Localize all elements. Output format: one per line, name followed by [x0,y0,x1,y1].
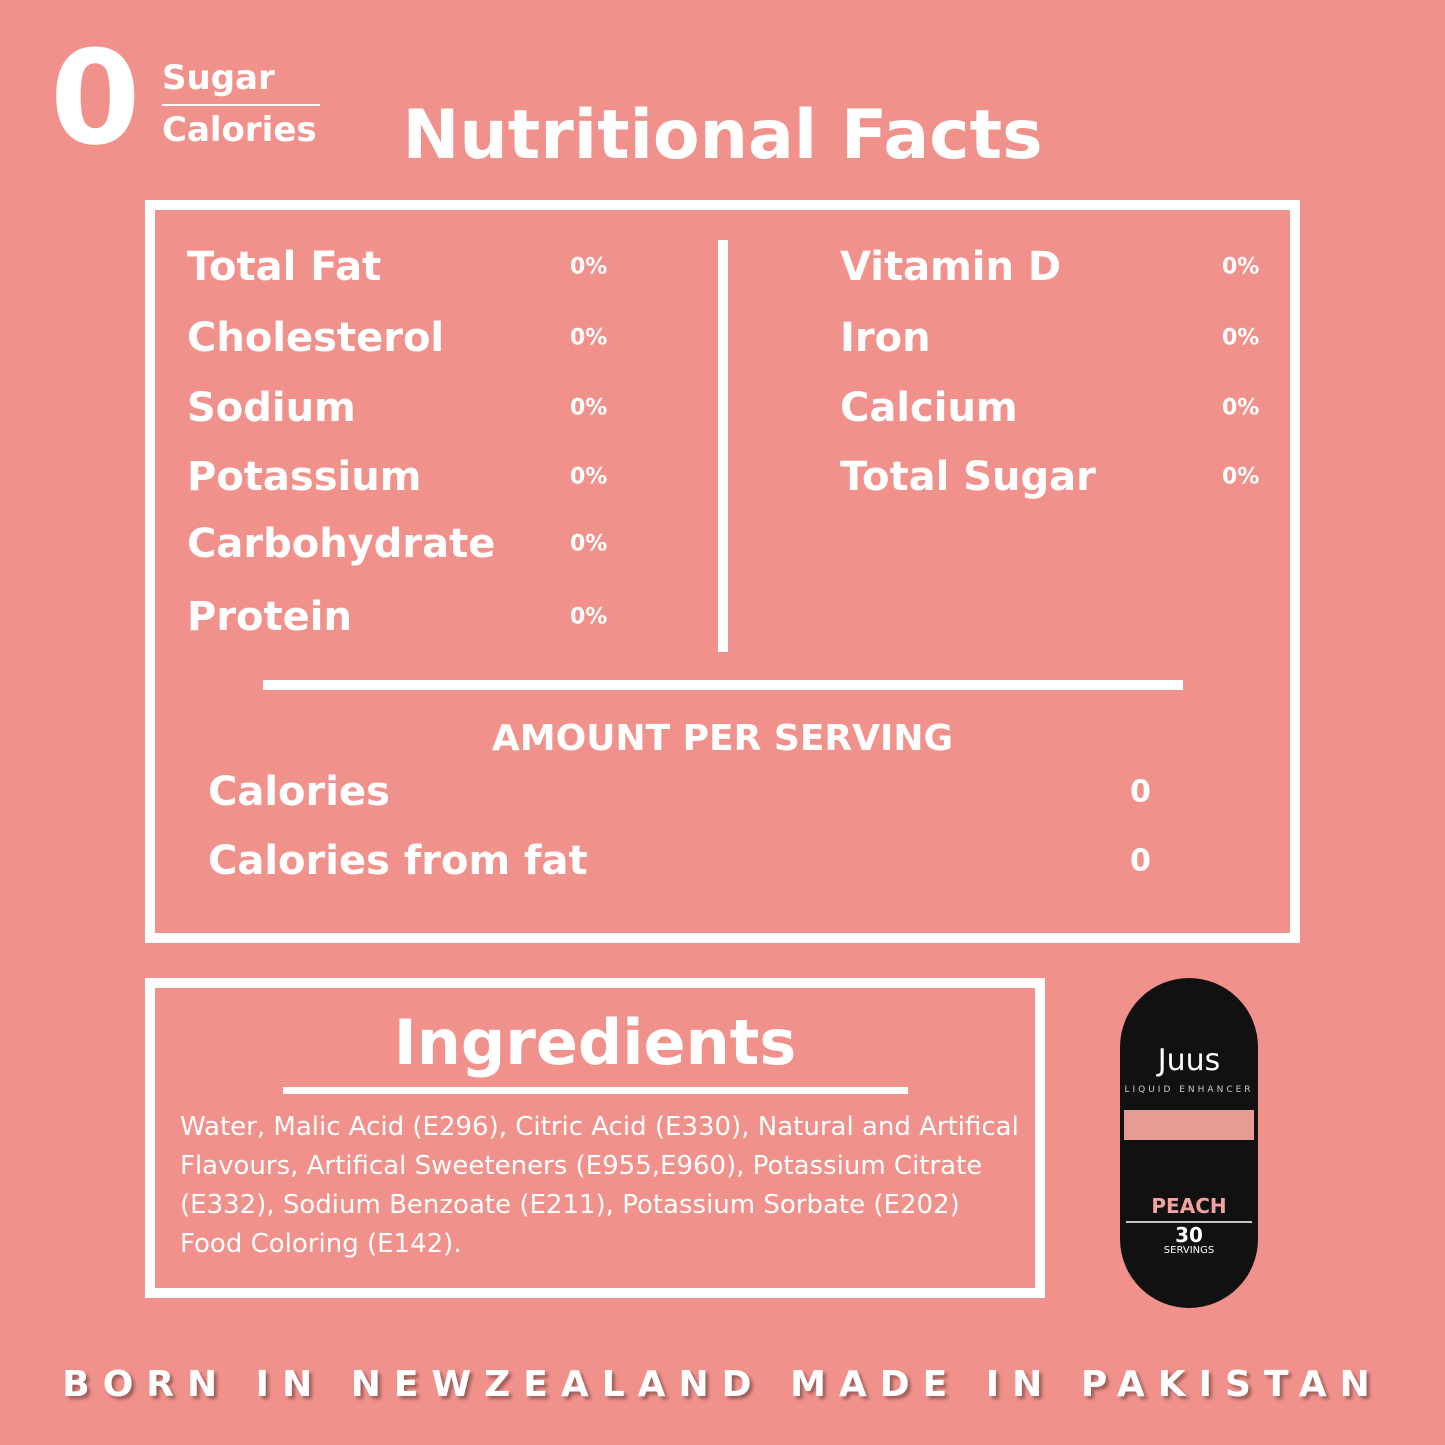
rule [263,680,1183,690]
serving-value: 0 [1130,843,1151,879]
fact-name: Calcium [840,385,1018,431]
flavor: PEACH [1151,1194,1226,1218]
serving-heading: AMOUNT PER SERVING [491,718,954,759]
fact-value: 0% [570,464,608,490]
fact-name: Protein [187,594,352,640]
brand: Juus [1156,1043,1221,1078]
count-unit: SERVINGS [1164,1245,1214,1256]
divider [718,240,728,652]
footer: BORN IN NEWZEALAND MADE IN PAKISTAN [62,1364,1383,1405]
facts-box [145,200,1300,943]
count: 30 [1175,1223,1203,1247]
serving-name: Calories [208,769,390,815]
serving-value: 0 [1130,774,1151,810]
ingredients-title: Ingredients [393,1006,797,1079]
fact-name: Sodium [187,385,356,431]
badge-line: Sugar [162,58,275,98]
fact-name: Total Fat [187,244,382,290]
fact-value: 0% [1222,254,1260,280]
ingredients-text: Water, Malic Acid (E296), Citric Acid (E… [180,1112,1019,1259]
fact-value: 0% [570,325,608,351]
fact-value: 0% [1222,464,1260,490]
fact-value: 0% [1222,395,1260,421]
capsule [1120,978,1258,1308]
fact-value: 0% [570,604,608,630]
serving-name: Calories from fat [208,838,588,884]
badge-digit: 0 [50,22,141,174]
fact-value: 0% [570,531,608,557]
fact-name: Vitamin D [840,244,1062,290]
badge-line: Calories [162,110,317,150]
tagline: LIQUID ENHANCER [1124,1085,1253,1095]
fact-name: Cholesterol [187,315,445,361]
fact-name: Potassium [187,454,422,500]
fact-name: Total Sugar [840,454,1096,500]
fact-name: Iron [840,315,931,361]
title: Nutritional Facts [402,96,1043,175]
capsule-band [1124,1110,1254,1140]
fact-name: Carbohydrate [187,521,496,567]
badge-rule [162,104,320,106]
product: Juus LIQUID ENHANCER PEACH 30 SERVINGS [1120,978,1258,1308]
ingredients-box [145,978,1045,1298]
fact-value: 0% [570,395,608,421]
fact-value: 0% [570,254,608,280]
fact-value: 0% [1222,325,1260,351]
ingredients-rule [283,1087,908,1094]
